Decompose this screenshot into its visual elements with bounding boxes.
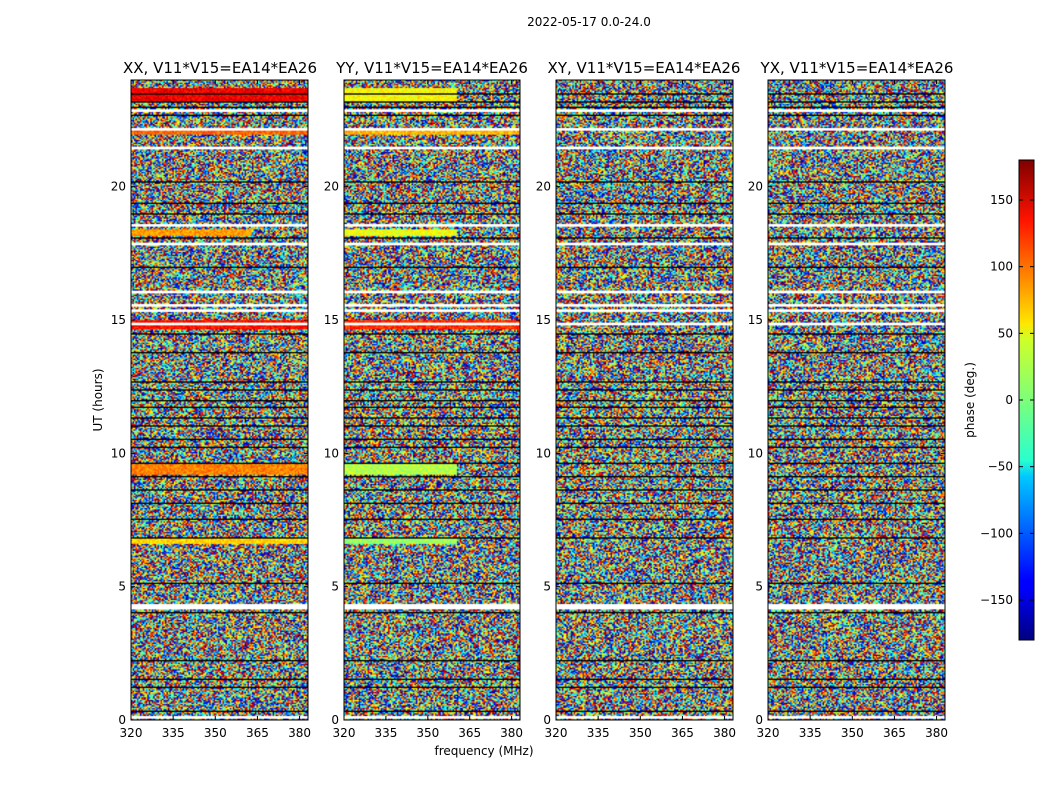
x-tick-label: 335 xyxy=(799,726,822,740)
x-axis-label: frequency (MHz) xyxy=(434,744,533,758)
axis-ticks-yy: 320 335 350 365 380 0 5 10 15 20 xyxy=(324,80,523,740)
plot-frame-xx xyxy=(130,79,309,721)
x-tick-label: 320 xyxy=(757,726,780,740)
heatmap-xy xyxy=(556,80,733,720)
colorbar-tick-label: −150 xyxy=(980,593,1013,607)
x-tick-label: 380 xyxy=(288,726,311,740)
axis-ticks-xy: 320 335 350 365 380 0 5 10 15 20 xyxy=(536,80,736,740)
y-tick-label: 5 xyxy=(118,580,126,594)
panel-title-xy: XY, V11*V15=EA14*EA26 xyxy=(548,59,741,77)
axis-ticks-xx: 320 335 350 365 380 0 5 10 15 20 xyxy=(111,80,311,740)
plot-frame-yx xyxy=(767,79,946,721)
suptitle: 2022-05-17 0.0-24.0 xyxy=(527,15,651,29)
colorbar-tick-label: 150 xyxy=(990,193,1013,207)
x-tick-label: 350 xyxy=(204,726,227,740)
panel-xx: XX, V11*V15=EA14*EA26 320 335 350 365 380 0 5 1… xyxy=(111,59,317,740)
x-tick-label: 350 xyxy=(629,726,652,740)
x-tick-label: 335 xyxy=(162,726,185,740)
y-tick-label: 10 xyxy=(324,446,339,460)
plot-frame-yy xyxy=(343,79,521,721)
y-tick-label: 0 xyxy=(118,713,126,727)
y-tick-label: 10 xyxy=(748,446,763,460)
colorbar-tick-label: −50 xyxy=(988,460,1013,474)
panel-title-yx: YX, V11*V15=EA14*EA26 xyxy=(760,59,954,77)
y-tick-label: 10 xyxy=(536,446,551,460)
y-axis-label: UT (hours) xyxy=(91,368,105,431)
y-tick-label: 20 xyxy=(111,180,126,194)
y-tick-label: 20 xyxy=(536,180,551,194)
x-tick-label: 320 xyxy=(545,726,568,740)
colorbar-tick-label: 0 xyxy=(1005,393,1013,407)
x-tick-label: 335 xyxy=(374,726,397,740)
x-tick-label: 380 xyxy=(500,726,523,740)
heatmap-xx xyxy=(131,80,308,720)
heatmap-yy xyxy=(344,80,520,720)
x-tick-label: 320 xyxy=(120,726,143,740)
panel-xy: XY, V11*V15=EA14*EA26 320 335 350 365 380 0 5 1… xyxy=(536,59,741,740)
colorbar-fill xyxy=(1019,160,1034,640)
x-tick-label: 350 xyxy=(416,726,439,740)
x-tick-label: 365 xyxy=(883,726,906,740)
x-tick-label: 380 xyxy=(925,726,948,740)
x-tick-label: 350 xyxy=(841,726,864,740)
colorbar-tick-label: 100 xyxy=(990,260,1013,274)
colorbar-tick-label: −100 xyxy=(980,526,1013,540)
y-tick-label: 15 xyxy=(111,313,126,327)
panel-title-xx: XX, V11*V15=EA14*EA26 xyxy=(123,59,317,77)
x-tick-label: 365 xyxy=(671,726,694,740)
colorbar-ticks: 150 100 50 0 −50 −100 −150 xyxy=(980,193,1034,607)
panel-yy: YY, V11*V15=EA14*EA26 320 335 350 365 380 0 5 1… xyxy=(324,59,528,740)
y-tick-label: 15 xyxy=(536,313,551,327)
y-tick-label: 15 xyxy=(324,313,339,327)
x-tick-label: 335 xyxy=(587,726,610,740)
plot-frame-xy xyxy=(555,79,734,721)
heatmap-yx xyxy=(768,80,945,720)
x-tick-label: 380 xyxy=(713,726,736,740)
x-tick-label: 320 xyxy=(333,726,356,740)
panel-yx: YX, V11*V15=EA14*EA26 320 335 350 365 380 0 5 1… xyxy=(748,59,954,740)
y-tick-label: 15 xyxy=(748,313,763,327)
y-tick-label: 5 xyxy=(331,580,339,594)
x-tick-label: 365 xyxy=(246,726,269,740)
y-tick-label: 5 xyxy=(755,580,763,594)
y-tick-label: 0 xyxy=(543,713,551,727)
y-tick-label: 10 xyxy=(111,446,126,460)
x-tick-label: 365 xyxy=(458,726,481,740)
y-tick-label: 0 xyxy=(755,713,763,727)
axis-ticks-yx: 320 335 350 365 380 0 5 10 15 20 xyxy=(748,80,948,740)
panel-title-yy: YY, V11*V15=EA14*EA26 xyxy=(335,59,528,77)
colorbar-label: phase (deg.) xyxy=(963,362,977,438)
y-tick-label: 5 xyxy=(543,580,551,594)
y-tick-label: 0 xyxy=(331,713,339,727)
colorbar: 150 100 50 0 −50 −100 −150 phase (deg.) xyxy=(963,159,1035,641)
y-tick-label: 20 xyxy=(324,180,339,194)
colorbar-tick-label: 50 xyxy=(998,326,1013,340)
y-tick-label: 20 xyxy=(748,180,763,194)
